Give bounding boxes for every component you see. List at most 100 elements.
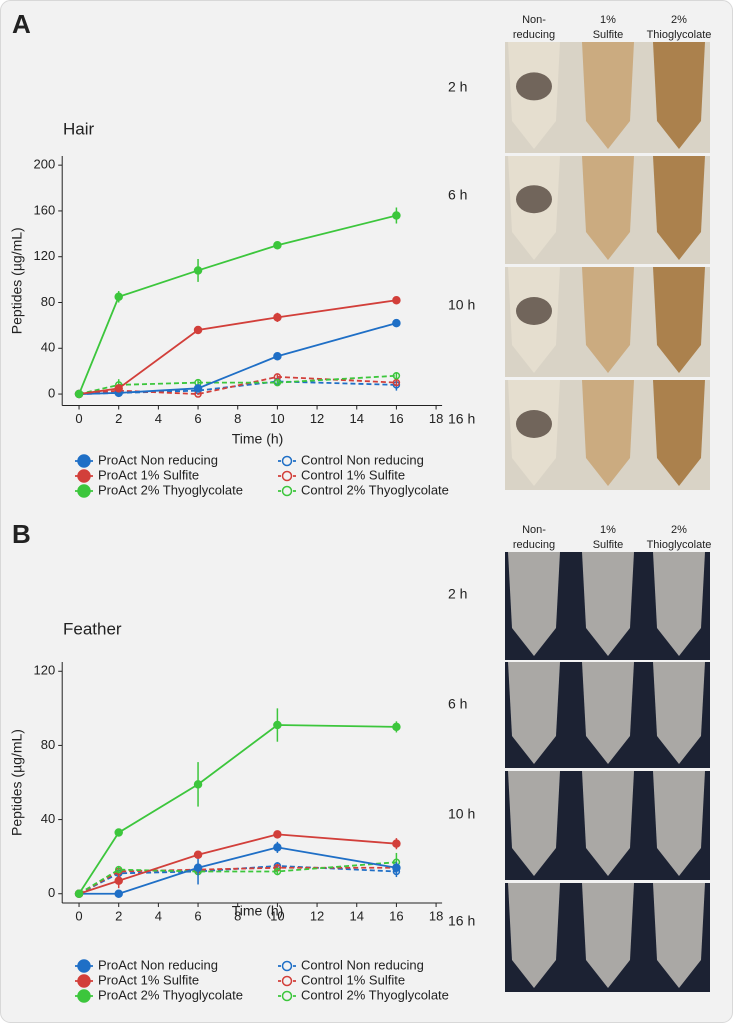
x-tick-label: 10 [270, 908, 284, 923]
legend-label: Control Non reducing [301, 452, 424, 467]
data-point [114, 828, 123, 837]
tube [582, 156, 634, 260]
photo-row-label: 10 h [448, 806, 475, 822]
photo-column-label: Sulfite [593, 29, 624, 41]
photo-column-label: reducing [513, 539, 555, 551]
photo-row-label: 16 h [448, 913, 475, 929]
tube [508, 883, 560, 988]
photo-column-label: 2% [671, 524, 687, 536]
photo-column-label: 1% [600, 14, 616, 26]
data-point [273, 867, 282, 876]
x-tick-label: 16 [389, 411, 403, 426]
photo-row-label: 10 h [448, 297, 475, 313]
x-tick-label: 14 [350, 411, 364, 426]
y-tick-label: 160 [33, 202, 55, 217]
data-point [193, 850, 203, 860]
y-tick-label: 120 [33, 663, 55, 678]
legend-marker [77, 989, 91, 1003]
photo-row-label: 6 h [448, 187, 467, 203]
legend-marker [77, 469, 91, 483]
data-point [193, 863, 203, 873]
x-tick-label: 8 [234, 908, 241, 923]
legend-marker [281, 455, 293, 467]
photo-column-label: Non- [522, 524, 546, 536]
data-point [392, 863, 401, 873]
tube [582, 42, 634, 149]
x-tick-label: 6 [194, 908, 201, 923]
legend-marker [77, 484, 91, 498]
legend-label: Control 1% Sulfite [301, 467, 405, 482]
hair-clump [516, 297, 552, 325]
data-point [193, 384, 203, 393]
tube [582, 552, 634, 656]
x-tick-label: 14 [350, 908, 364, 923]
photo-row-label: 2 h [448, 79, 467, 95]
data-point [114, 865, 123, 874]
legend-label: ProAct 1% Sulfite [98, 467, 199, 482]
data-point [392, 839, 401, 848]
x-tick-label: 8 [234, 411, 241, 426]
photo-column-label: reducing [513, 29, 555, 41]
x-tick-label: 10 [270, 411, 284, 426]
photo-column-label: Thioglycolate [647, 29, 712, 41]
legend-label: ProAct Non reducing [98, 452, 218, 467]
data-point [193, 780, 203, 789]
x-tick-label: 18 [429, 908, 443, 923]
x-tick-label: 12 [310, 411, 324, 426]
data-point [114, 384, 123, 393]
x-tick-label: 12 [310, 908, 324, 923]
x-tick-label: 6 [194, 411, 201, 426]
hair-clump [516, 72, 552, 101]
panel-letter: A [12, 9, 31, 39]
hair-clump [516, 410, 552, 438]
tube [653, 552, 705, 656]
tube [653, 42, 705, 149]
photo-column-label: Sulfite [593, 539, 624, 551]
x-tick-label: 0 [75, 908, 82, 923]
data-point [273, 830, 282, 839]
photo-column-label: Non- [522, 14, 546, 26]
photo-column-label: 1% [600, 524, 616, 536]
data-point [392, 318, 401, 328]
photo-row-label: 2 h [448, 586, 467, 602]
data-point [273, 843, 282, 852]
tube [508, 662, 560, 764]
chart-title: Hair [63, 119, 95, 138]
legend-marker [281, 975, 293, 987]
tube [653, 380, 705, 486]
y-tick-label: 200 [33, 157, 55, 172]
x-axis-label: Time (h) [232, 431, 284, 447]
y-tick-label: 0 [48, 885, 55, 900]
data-point [114, 292, 123, 302]
tube [582, 662, 634, 764]
tube [653, 156, 705, 260]
tube [582, 883, 634, 988]
data-point [114, 876, 123, 886]
data-point [193, 266, 203, 275]
x-tick-label: 2 [115, 908, 122, 923]
x-tick-label: 0 [75, 411, 82, 426]
tube [508, 771, 560, 876]
tube [582, 267, 634, 373]
data-point [273, 241, 282, 250]
hair-clump [516, 185, 552, 214]
photo-row-label: 6 h [448, 696, 467, 712]
x-tick-label: 4 [155, 908, 162, 923]
data-point [273, 313, 282, 322]
photo-row-label: 16 h [448, 411, 475, 427]
series-line [78, 375, 397, 395]
y-axis-label: Peptides (µg/mL) [9, 729, 25, 836]
y-tick-label: 80 [41, 737, 55, 752]
tube [508, 552, 560, 656]
data-point [74, 389, 84, 399]
series-line [78, 861, 397, 895]
tube [653, 883, 705, 988]
legend-label: Control Non reducing [301, 957, 424, 972]
legend-label: Control 1% Sulfite [301, 972, 405, 987]
y-tick-label: 40 [41, 340, 55, 355]
photo-column-label: Thioglycolate [647, 539, 712, 551]
photo-column-label: 2% [671, 14, 687, 26]
tube [653, 267, 705, 373]
